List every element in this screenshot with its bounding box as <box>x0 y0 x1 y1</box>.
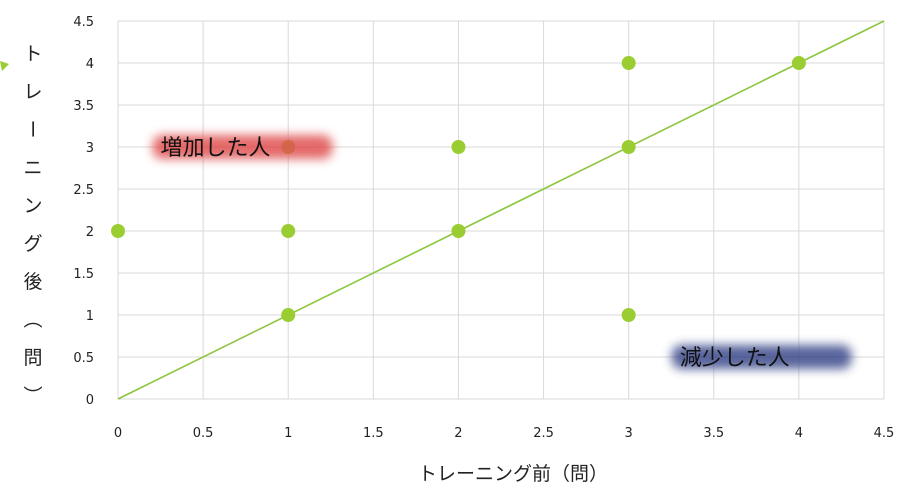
y-axis-title-char: ） <box>21 385 43 404</box>
y-tick-label: 4 <box>86 57 94 72</box>
y-axis-marker-icon <box>0 61 9 71</box>
y-axis-title-char: （ <box>21 309 43 328</box>
x-tick-label: 3.5 <box>703 426 724 441</box>
data-point <box>621 140 636 154</box>
x-tick-label: 4 <box>795 426 803 441</box>
reference-line <box>117 20 885 400</box>
y-tick-label: 4.5 <box>73 15 94 30</box>
data-point <box>281 224 296 238</box>
x-tick-label: 0.5 <box>193 426 214 441</box>
annotation-highlight <box>152 135 333 159</box>
data-point <box>281 308 296 322</box>
x-tick-labels: 0 0.5 1 1.5 2 2.5 3 3.5 4 4.5 <box>114 426 894 441</box>
data-point <box>111 224 125 238</box>
reference-line-group <box>117 20 885 400</box>
data-point <box>791 56 806 70</box>
y-axis-title-char: ニ <box>23 157 42 179</box>
annotation-label: 増加した人 <box>161 136 271 161</box>
x-tick-label: 1.5 <box>363 426 384 441</box>
x-tick-label: 2 <box>454 426 462 441</box>
y-tick-label: 3 <box>86 141 94 156</box>
data-point <box>451 224 466 238</box>
grid-lines <box>117 20 885 400</box>
y-tick-label: 2.5 <box>73 183 94 198</box>
y-axis-title-char: レ <box>23 81 42 103</box>
y-tick-label: 0.5 <box>73 351 94 366</box>
y-axis-title-char: 後 <box>23 271 42 293</box>
data-point <box>621 56 636 70</box>
x-tick-label: 0 <box>114 426 122 441</box>
x-tick-label: 4.5 <box>874 426 895 441</box>
y-tick-label: 3.5 <box>73 99 94 114</box>
y-tick-label: 1 <box>86 309 94 324</box>
x-tick-label: 3 <box>625 426 633 441</box>
y-tick-label: 2 <box>86 225 94 240</box>
y-axis-title-char: ト <box>23 43 42 65</box>
y-axis-title-char: 問 <box>23 347 42 369</box>
y-axis-title-char: ン <box>23 195 42 217</box>
y-axis-title-char: グ <box>23 233 42 255</box>
x-tick-label: 1 <box>284 426 292 441</box>
y-tick-label: 0 <box>86 393 94 408</box>
y-axis-title-char: ー <box>21 119 43 138</box>
data-point <box>451 140 466 154</box>
y-tick-label: 1.5 <box>73 267 94 282</box>
data-point <box>621 308 636 322</box>
y-tick-labels: 0 0.5 1 1.5 2 2.5 3 3.5 4 4.5 <box>73 15 94 408</box>
annotation-label: 減少した人 <box>680 346 790 371</box>
annotation-highlight <box>671 345 852 369</box>
x-tick-label: 2.5 <box>533 426 554 441</box>
x-axis-title: トレーニング前（問） <box>418 463 608 485</box>
